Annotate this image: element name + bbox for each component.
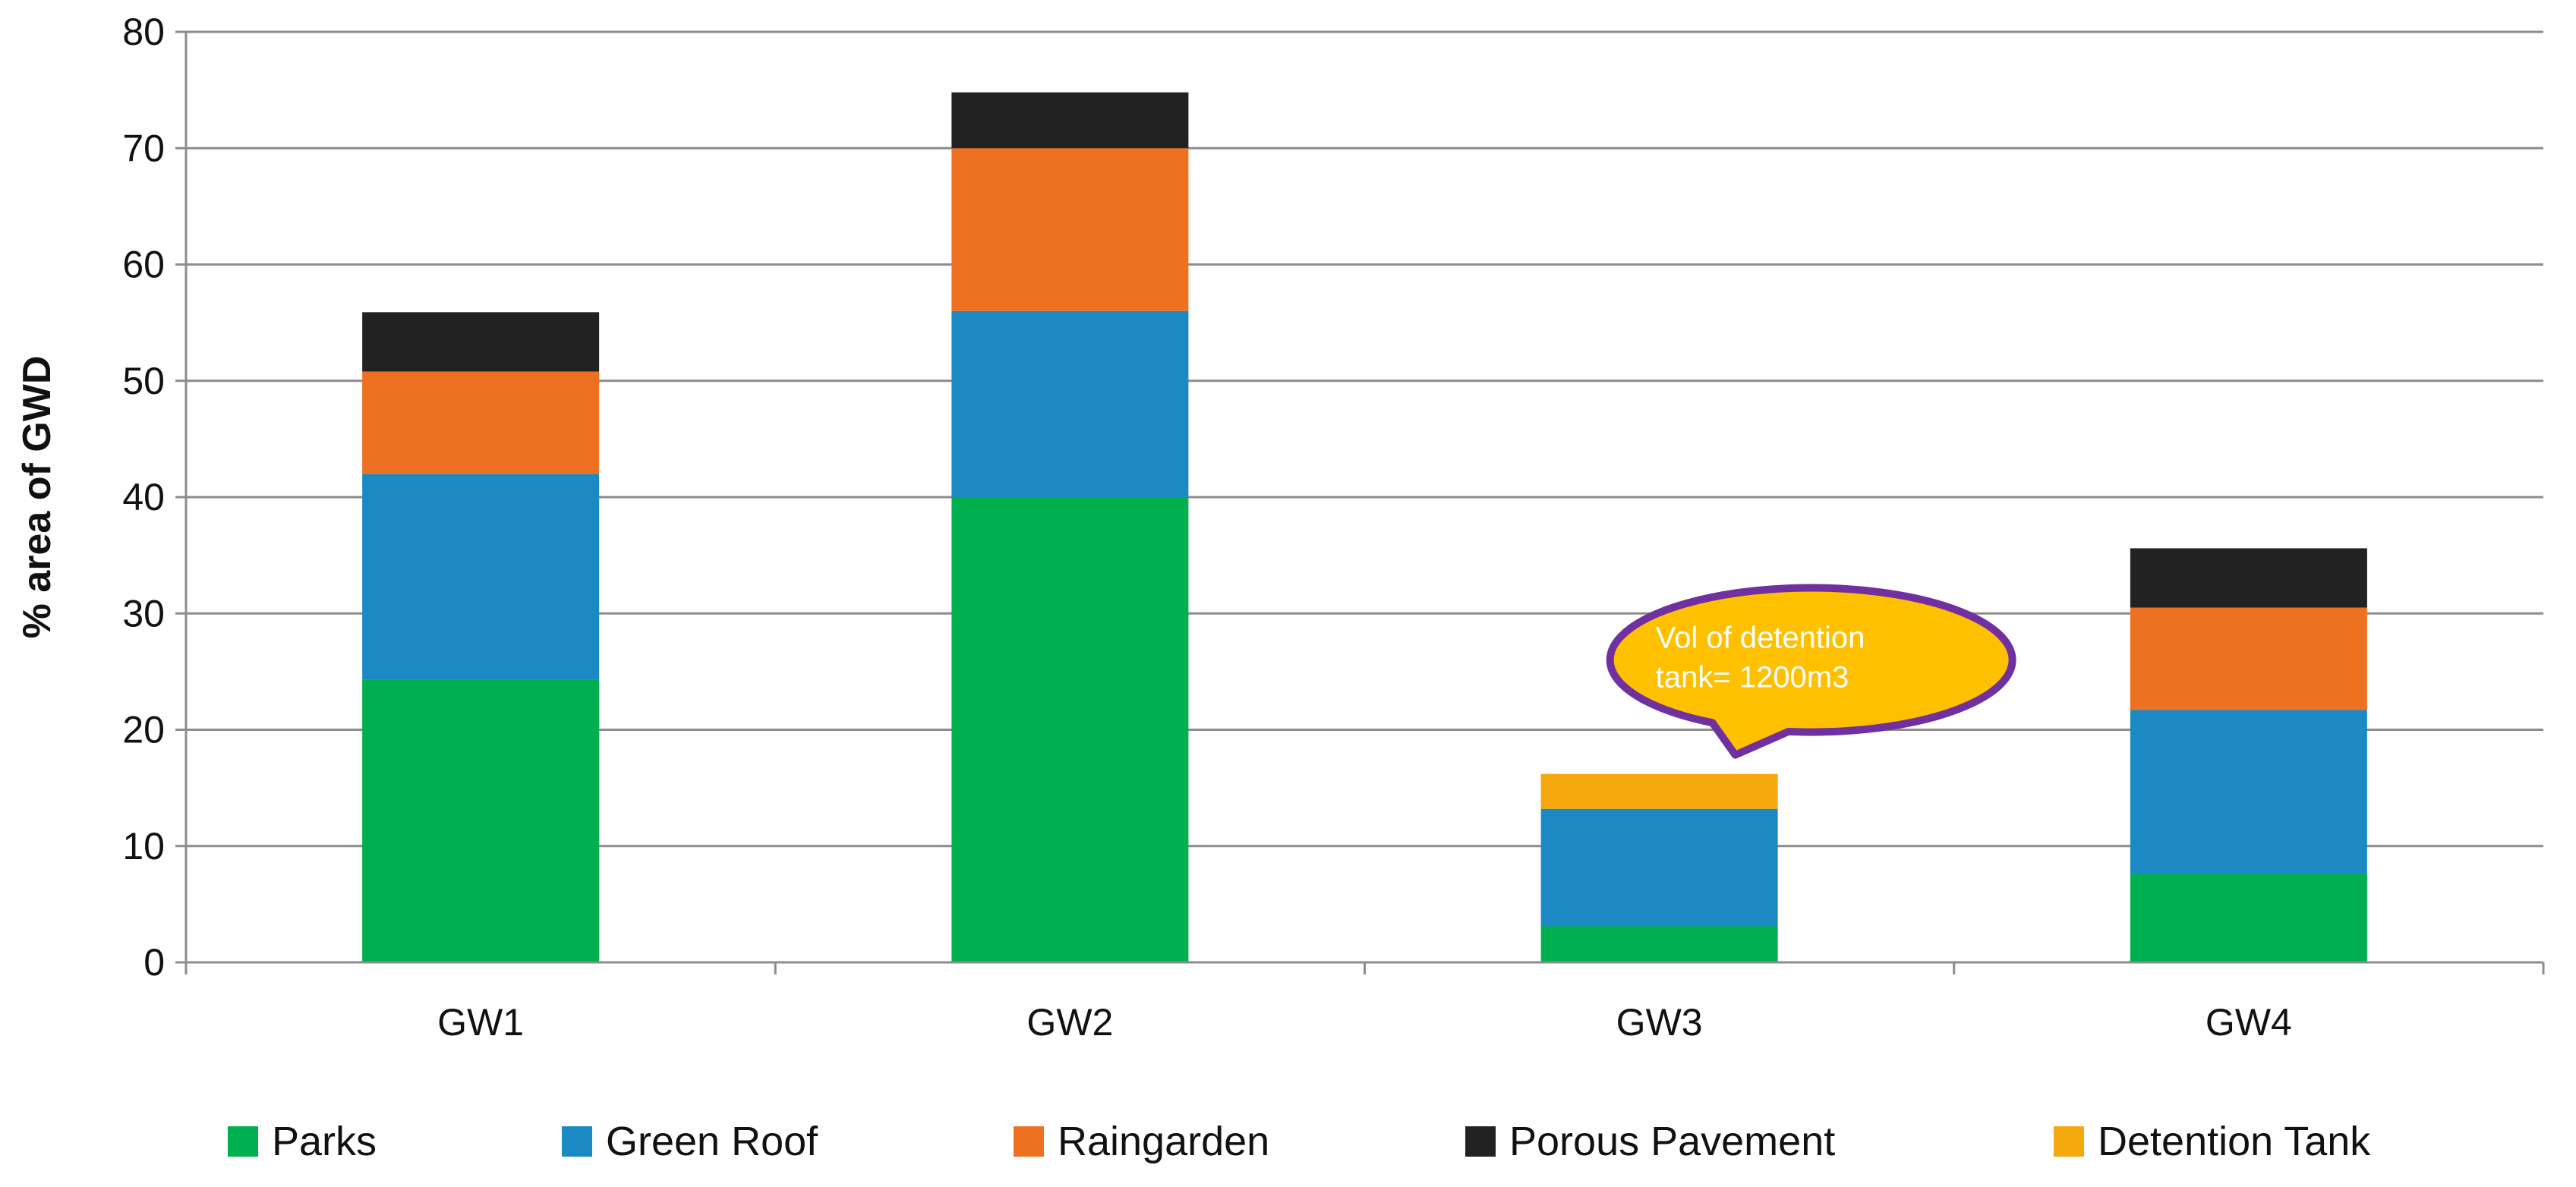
bar-gw4-porous-pavement xyxy=(2130,548,2367,608)
legend-swatch xyxy=(228,1126,258,1157)
x-tick-label: GW3 xyxy=(1616,1001,1703,1044)
bar-gw3-green-roof xyxy=(1540,808,1778,927)
bar-gw1-parks xyxy=(362,679,600,962)
legend-swatch xyxy=(1014,1126,1044,1157)
bars xyxy=(362,92,2367,962)
y-tick-label: 70 xyxy=(122,127,165,169)
bar-gw2-parks xyxy=(951,497,1189,962)
legend-swatch xyxy=(2054,1126,2084,1157)
legend-swatch xyxy=(1465,1126,1496,1157)
bar-gw2-raingarden xyxy=(951,148,1189,311)
legend-label: Green Roof xyxy=(606,1119,818,1164)
x-axis: GW1 GW2 GW3 GW4 xyxy=(184,32,2545,1044)
legend: Parks Green Roof Raingarden Porous Pavement… xyxy=(228,1119,2371,1164)
bar-gw1-porous-pavement xyxy=(362,312,600,372)
legend-label: Parks xyxy=(272,1119,377,1164)
callout-bubble xyxy=(1606,584,2016,759)
legend-label: Detention Tank xyxy=(2098,1119,2371,1164)
bar-gw2-green-roof xyxy=(951,310,1189,497)
y-tick-label: 30 xyxy=(122,592,165,634)
bar-gw3-parks xyxy=(1540,926,1778,962)
y-axis-label: % area of GWD xyxy=(15,356,59,639)
callout: Vol of detention tank= 1200m3 xyxy=(1606,584,2016,759)
bar-gw4-raingarden xyxy=(2130,607,2367,710)
x-tick-label: GW4 xyxy=(2206,1001,2292,1044)
legend-swatch xyxy=(562,1126,592,1157)
legend-label: Porous Pavement xyxy=(1509,1119,1835,1164)
y-tick-label: 40 xyxy=(122,476,165,518)
y-tick-label: 50 xyxy=(122,360,165,402)
x-tick-label: GW1 xyxy=(437,1001,524,1044)
legend-label: Raingarden xyxy=(1058,1119,1269,1164)
bar-gw2-porous-pavement xyxy=(951,92,1189,149)
y-tick-label: 80 xyxy=(122,11,165,53)
x-tick-label: GW2 xyxy=(1026,1001,1113,1044)
callout-text-line: Vol of detention xyxy=(1656,622,1865,655)
callout-text-line: tank= 1200m3 xyxy=(1656,661,1849,694)
bar-gw3-detention-tank xyxy=(1540,773,1778,809)
y-tick-label: 10 xyxy=(122,825,165,867)
y-tick-label: 60 xyxy=(122,244,165,286)
bar-gw1-green-roof xyxy=(362,474,600,680)
bar-gw4-parks xyxy=(2130,874,2367,962)
y-axis-ticks: 0 10 20 30 40 50 60 70 80 xyxy=(122,11,165,984)
y-tick-label: 20 xyxy=(122,709,165,751)
bar-gw4-green-roof xyxy=(2130,710,2367,874)
bar-gw1-raingarden xyxy=(362,371,600,474)
y-tick-label: 0 xyxy=(143,941,165,984)
